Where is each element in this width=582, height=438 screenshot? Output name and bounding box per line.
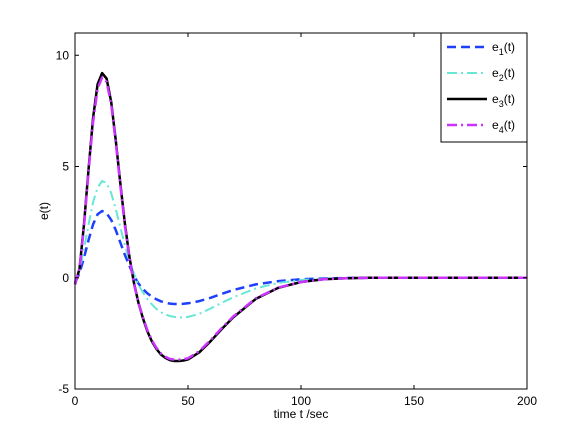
y-tick-label: 10 (56, 48, 70, 62)
y-tick-label: 0 (62, 271, 69, 285)
legend-label-4: e4(t) (492, 118, 515, 135)
plot-frame (74, 32, 528, 390)
x-tick-label: 150 (404, 394, 424, 408)
y-axis-label: e(t) (37, 202, 51, 220)
legend: e1(t) e2(t) e3(t) e4(t) (440, 32, 528, 143)
y-tick-label: 5 (62, 160, 69, 174)
legend-label-1: e1(t) (492, 40, 515, 57)
series-line-4 (73, 76, 527, 361)
x-tick-label: 0 (72, 394, 79, 408)
legend-label-3: e3(t) (492, 92, 515, 109)
series-layer (73, 71, 527, 363)
x-tick-label: 50 (181, 394, 195, 408)
x-tick-label: 200 (517, 394, 537, 408)
x-tick-label: 100 (291, 394, 311, 408)
legend-label-2: e2(t) (492, 66, 515, 83)
y-tick-label: -5 (58, 382, 69, 396)
x-axis-label: time t /sec (274, 407, 329, 421)
